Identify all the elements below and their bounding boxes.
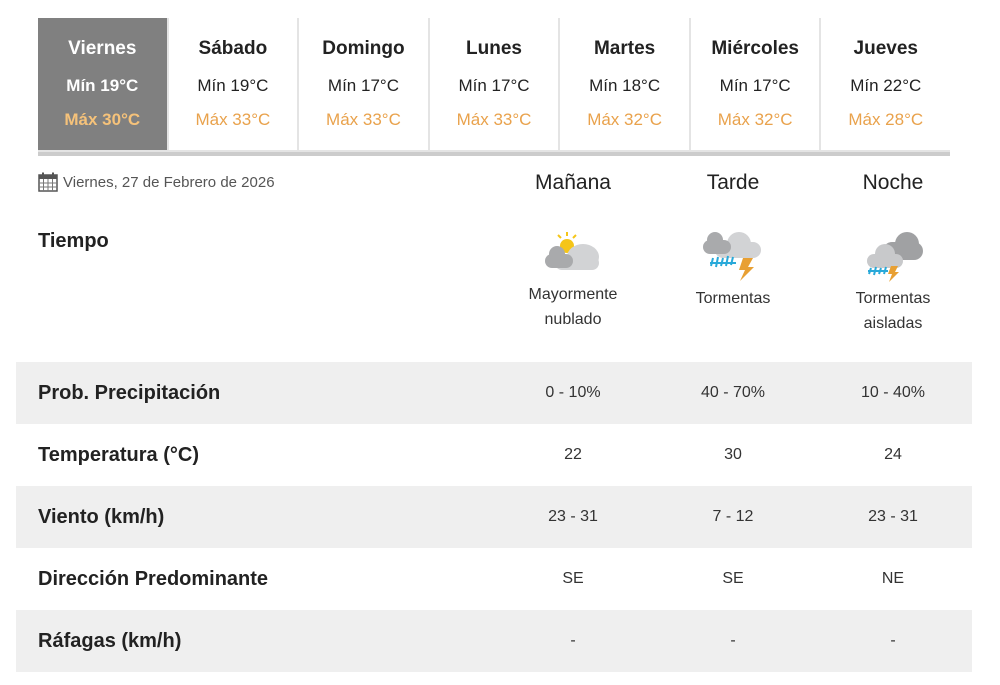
day-name: Sábado <box>198 38 268 59</box>
row-value: 10 - 40% <box>860 384 926 401</box>
row-value: 23 - 31 <box>868 508 918 525</box>
max-temp: Máx 32°C <box>717 110 793 129</box>
period-morning: Mañana <box>535 171 611 194</box>
max-temp: Máx 33°C <box>326 110 401 129</box>
min-temp: Mín 17°C <box>719 76 791 95</box>
row-value: SE <box>562 570 584 587</box>
max-temp: Máx 33°C <box>456 110 532 129</box>
row-label: Temperatura (°C) <box>38 443 199 466</box>
calendar-icon <box>38 172 58 192</box>
partly-cloudy-icon <box>545 232 599 270</box>
date-label: Viernes, 27 de Febrero de 2026 <box>38 172 275 192</box>
period-afternoon: Tarde <box>706 171 760 194</box>
max-temp: Máx 32°C <box>587 110 663 129</box>
weather-label: Tiempo <box>38 230 109 252</box>
table-row: Temperatura (°C) 22 30 24 <box>16 424 972 486</box>
day-tab-viernes[interactable]: Viernes Mín 19°C Máx 30°C <box>38 18 167 150</box>
date-text: Viernes, 27 de Febrero de 2026 <box>63 173 275 191</box>
table-row: Prob. Precipitación 0 - 10% 40 - 70% 10 - 4… <box>16 362 972 424</box>
row-value: 7 - 12 <box>712 508 754 525</box>
min-temp: Mín 22°C <box>850 76 922 95</box>
day-tabs: Viernes Mín 19°C Máx 30°C Sábado Mín 19°C Máx… <box>38 18 950 150</box>
day-name: Lunes <box>466 38 522 59</box>
weather-text-2: aisladas <box>863 315 923 332</box>
row-label: Ráfagas (km/h) <box>38 629 182 652</box>
row-label: Dirección Predominante <box>38 567 269 590</box>
tabs-underline <box>38 150 950 156</box>
min-temp: Mín 19°C <box>197 76 269 95</box>
table-row: Ráfagas (km/h) - - - <box>16 610 972 672</box>
row-value: - <box>570 632 576 649</box>
weather-afternoon: Tormentas <box>653 230 813 311</box>
weather-morning: Mayormente nublado <box>493 230 653 332</box>
day-tab-miércoles[interactable]: Miércoles Mín 17°C Máx 32°C <box>688 18 820 150</box>
row-label: Prob. Precipitación <box>38 381 221 404</box>
row-value: 0 - 10% <box>545 384 601 401</box>
row-value: - <box>730 632 736 649</box>
weather-text: Mayormente <box>528 286 618 303</box>
weather-text: Tormentas <box>855 290 931 307</box>
weather-night: Tormentas aisladas <box>813 230 973 336</box>
row-value: 40 - 70% <box>700 384 766 401</box>
isolated-thunderstorm-icon <box>867 232 923 282</box>
min-temp: Mín 18°C <box>589 76 661 95</box>
row-label: Viento (km/h) <box>38 505 165 528</box>
row-value: 24 <box>884 446 902 463</box>
row-value: SE <box>722 570 744 587</box>
row-value: 23 - 31 <box>548 508 598 525</box>
min-temp: Mín 17°C <box>327 76 399 95</box>
day-tab-sábado[interactable]: Sábado Mín 19°C Máx 33°C <box>166 18 298 150</box>
row-value: NE <box>881 570 905 587</box>
max-temp: Máx 33°C <box>195 110 271 129</box>
day-tab-lunes[interactable]: Lunes Mín 17°C Máx 33°C <box>427 18 559 150</box>
day-name: Martes <box>593 38 656 59</box>
row-value: 22 <box>564 446 582 463</box>
max-temp: Máx 30°C <box>64 110 141 129</box>
day-name: Viernes <box>68 38 137 59</box>
row-value: - <box>890 632 896 649</box>
row-value: 30 <box>724 446 742 463</box>
min-temp: Mín 19°C <box>66 76 139 95</box>
table-row: Viento (km/h) 23 - 31 7 - 12 23 - 31 <box>16 486 972 548</box>
day-tab-martes[interactable]: Martes Mín 18°C Máx 32°C <box>558 18 689 150</box>
min-temp: Mín 17°C <box>458 76 530 95</box>
weather-text: Tormentas <box>695 290 771 307</box>
day-name: Jueves <box>853 38 918 59</box>
thunderstorm-icon <box>703 232 761 281</box>
day-tab-jueves[interactable]: Jueves Mín 22°C Máx 28°C <box>819 18 950 150</box>
max-temp: Máx 28°C <box>848 110 924 129</box>
table-row: Dirección Predominante SE SE NE <box>16 548 972 610</box>
weather-text-2: nublado <box>544 311 602 328</box>
day-name: Miércoles <box>711 38 799 59</box>
period-night: Noche <box>862 171 924 194</box>
day-tab-domingo[interactable]: Domingo Mín 17°C Máx 33°C <box>297 18 428 150</box>
day-name: Domingo <box>322 38 405 59</box>
